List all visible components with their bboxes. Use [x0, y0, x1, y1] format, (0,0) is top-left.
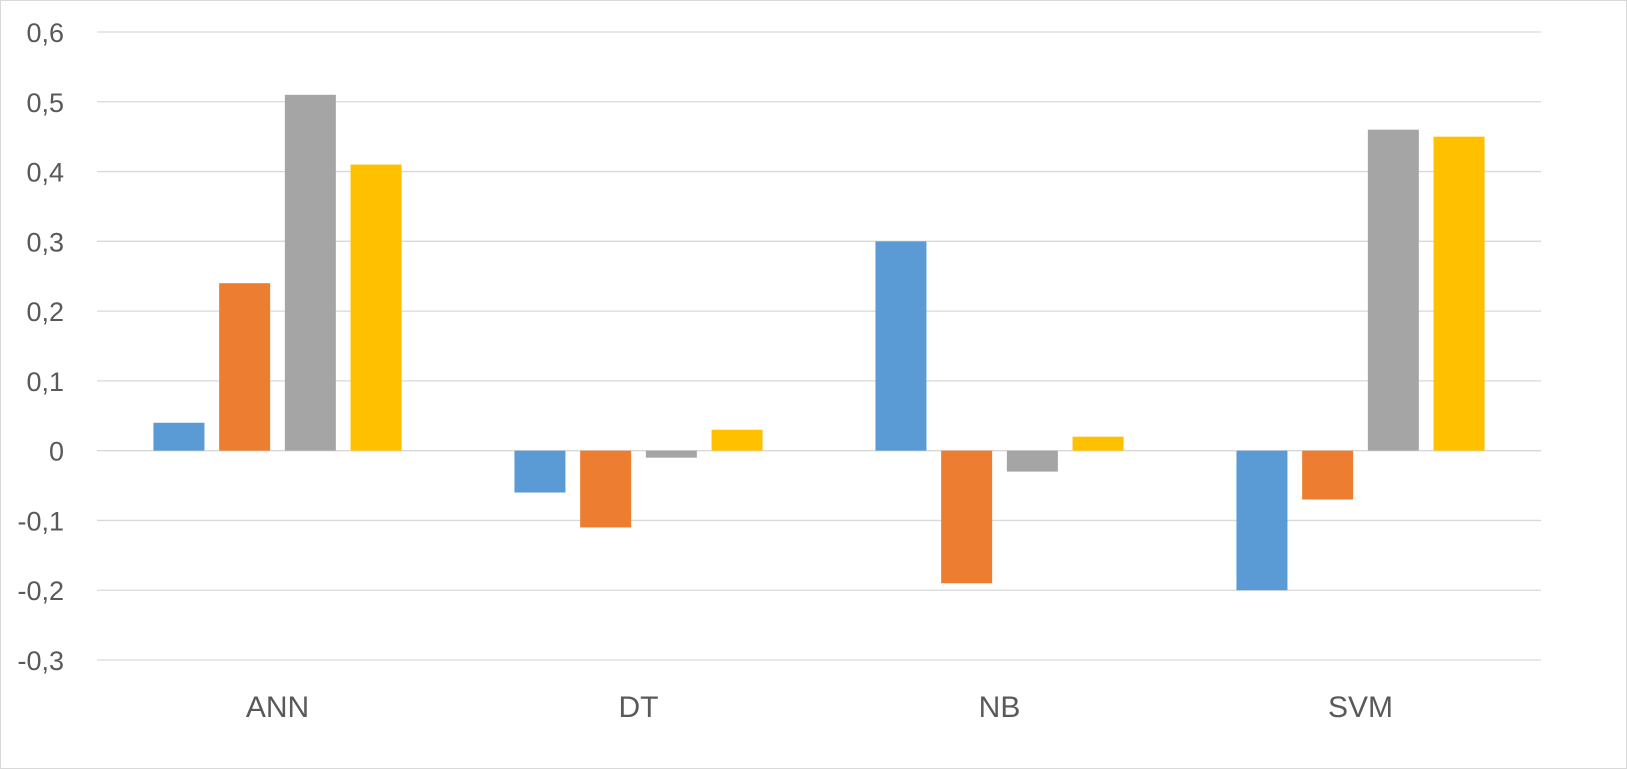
y-tick-label: 0,5 [26, 88, 64, 118]
y-tick-label: 0,4 [26, 158, 64, 188]
bar-ann-series-4 [350, 164, 402, 451]
bar-svm-series-4 [1433, 136, 1485, 451]
bar-dt-series-3 [645, 450, 697, 458]
bar-nb-series-3 [1006, 450, 1058, 472]
y-tick-label: -0,3 [17, 646, 64, 676]
gridlines [97, 31, 1541, 661]
y-tick-label: -0,2 [17, 576, 64, 606]
y-tick-label: 0,2 [26, 297, 64, 327]
y-tick-label: 0,6 [26, 18, 64, 48]
y-axis-ticks: 0,6 0,5 0,4 0,3 0,2 0,1 0 -0,1 -0,2 -0,3 [17, 18, 64, 676]
y-tick-label: 0,1 [26, 367, 64, 397]
x-category-label: ANN [246, 691, 309, 724]
bar-nb-series-1 [875, 241, 927, 451]
bar-nb-series-2 [941, 450, 993, 584]
bar-dt-series-1 [514, 450, 566, 493]
bar-dt-series-4 [711, 429, 763, 451]
x-category-label: NB [979, 691, 1021, 724]
y-tick-label: -0,1 [17, 506, 64, 536]
bar-ann-series-1 [153, 422, 205, 451]
bar-svm-series-2 [1302, 450, 1354, 500]
bar-ann-series-2 [219, 283, 271, 451]
x-category-label: SVM [1328, 691, 1393, 724]
bars [153, 94, 1485, 591]
bar-svm-series-3 [1367, 129, 1419, 451]
x-axis-categories: ANN DT NB SVM [246, 691, 1393, 724]
bar-nb-series-4 [1072, 436, 1124, 451]
y-tick-label: 0 [49, 437, 64, 467]
y-tick-label: 0,3 [26, 227, 64, 257]
bar-ann-series-3 [284, 94, 336, 451]
bar-svm-series-1 [1236, 450, 1288, 591]
bar-dt-series-2 [580, 450, 632, 528]
x-category-label: DT [619, 691, 659, 724]
